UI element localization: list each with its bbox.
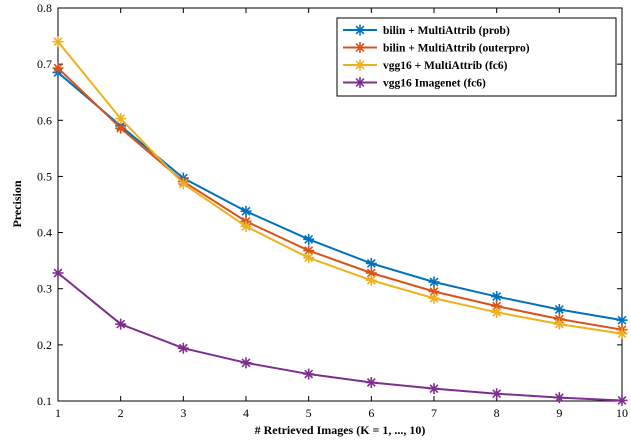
data-point	[491, 291, 503, 303]
y-tick-label: 0.1	[37, 394, 52, 408]
x-tick-label: 2	[118, 406, 124, 420]
data-point	[115, 113, 127, 125]
legend-label: vgg16 + MultiAttrib (fc6)	[383, 60, 508, 72]
data-point	[428, 292, 440, 304]
data-point	[616, 394, 628, 406]
x-axis-label: # Retrieved Images (K = 1, ..., 10)	[255, 423, 426, 437]
legend-item: vgg16 Imagenet (fc6)	[343, 77, 486, 90]
legend-marker	[354, 42, 366, 53]
data-point	[553, 318, 565, 330]
y-tick-label: 0.6	[37, 113, 52, 127]
y-tick-label: 0.8	[37, 1, 52, 15]
data-point	[303, 233, 315, 245]
data-point	[491, 306, 503, 318]
data-point	[428, 286, 440, 298]
data-point	[303, 368, 315, 380]
legend-label: bilin + MultiAttrib (outerpro)	[383, 43, 530, 55]
y-axis-label: Precision	[10, 180, 24, 227]
legend-marker	[354, 77, 366, 88]
data-point	[52, 62, 64, 74]
data-point	[115, 318, 127, 330]
y-tick-label: 0.3	[37, 282, 52, 296]
x-tick-label: 9	[556, 406, 562, 420]
legend-item: bilin + MultiAttrib (prob)	[343, 24, 510, 37]
data-point	[115, 122, 127, 134]
data-point	[491, 388, 503, 400]
x-tick-label: 8	[494, 406, 500, 420]
legend-label: vgg16 Imagenet (fc6)	[383, 78, 486, 90]
legend-box	[336, 17, 617, 97]
data-point	[553, 392, 565, 404]
series-4	[52, 267, 628, 406]
x-tick-label: 7	[431, 406, 437, 420]
data-point	[240, 357, 252, 369]
axis-ticks: 1 2 3 4 5 6 7 8 9 10 0.1 0.2 0.3 0.4 0.5 0.6 0.7 0.8	[37, 1, 628, 420]
y-tick-label: 0.7	[37, 57, 52, 71]
legend-label: bilin + MultiAttrib (prob)	[383, 25, 510, 37]
data-point	[616, 314, 628, 326]
data-point	[616, 328, 628, 340]
data-point	[365, 257, 377, 269]
x-tick-label: 3	[180, 406, 186, 420]
y-tick-label: 0.2	[37, 338, 52, 352]
data-point	[553, 303, 565, 315]
data-point	[365, 274, 377, 286]
data-point	[52, 36, 64, 48]
y-tick-label: 0.4	[37, 226, 52, 240]
x-tick-label: 10	[616, 406, 628, 420]
x-tick-label: 1	[55, 406, 61, 420]
data-point	[303, 252, 315, 264]
legend-item: vgg16 + MultiAttrib (fc6)	[343, 59, 508, 72]
legend-item: bilin + MultiAttrib (outerpro)	[343, 42, 530, 55]
data-point	[177, 178, 189, 190]
y-tick-label: 0.5	[37, 169, 52, 183]
series-layer	[52, 36, 628, 406]
data-point	[240, 205, 252, 217]
data-point	[428, 276, 440, 288]
x-tick-label: 6	[368, 406, 374, 420]
series-line	[57, 272, 623, 402]
legend: bilin + MultiAttrib (prob) bilin + MultiA…	[336, 17, 617, 97]
legend-marker	[354, 59, 366, 71]
series-3	[52, 36, 628, 340]
data-point	[52, 267, 64, 279]
x-tick-label: 5	[306, 406, 312, 420]
data-point	[428, 383, 440, 395]
x-tick-label: 4	[243, 406, 249, 420]
data-point	[177, 342, 189, 354]
series-line	[57, 67, 623, 331]
data-point	[365, 376, 377, 388]
series-line	[57, 41, 623, 335]
data-point	[240, 220, 252, 232]
legend-marker	[354, 24, 366, 36]
